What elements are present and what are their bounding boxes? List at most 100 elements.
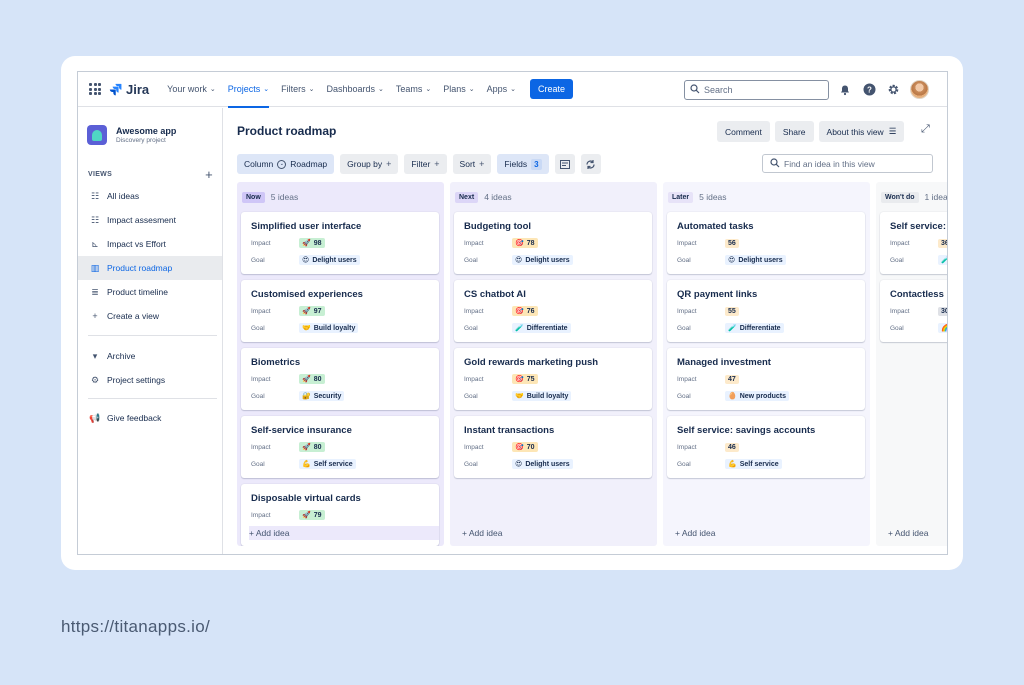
menu-lines-icon: ☰ — [888, 126, 897, 136]
nav-item-apps[interactable]: Apps ⌄ — [487, 72, 516, 107]
column-idea-count: 4 ideas — [484, 192, 512, 202]
refresh-icon[interactable] — [580, 154, 601, 174]
add-view-plus-icon[interactable]: + — [205, 167, 213, 182]
idea-card[interactable]: Automated tasks Impact 56 Goal 😍 Delight user… — [667, 212, 865, 274]
idea-card[interactable]: CS chatbot AI Impact 🎯 76 Goal 🧪 Differentiate — [454, 280, 652, 342]
search-icon — [770, 158, 780, 168]
sidebar-item-archive[interactable]: ▾ Archive — [78, 344, 222, 368]
idea-card[interactable]: Biometrics Impact 🚀 80 Goal 🔐 Security — [241, 348, 439, 410]
column-selector[interactable]: Column ⌄ Roadmap — [237, 154, 335, 174]
idea-card[interactable]: Self-service insurance Impact 🚀 80 Goal 💪 Self… — [241, 416, 439, 478]
nav-item-projects[interactable]: Projects ⌄ — [227, 72, 270, 108]
impact-value: 78 — [526, 239, 535, 247]
column-idea-count: 1 idea — [924, 192, 948, 202]
project-header[interactable]: Awesome app Discovery project — [78, 108, 222, 145]
nav-item-dashboards[interactable]: Dashboards ⌄ — [326, 72, 383, 107]
help-icon[interactable]: ? — [862, 83, 876, 97]
goal-emoji-icon: 🤝 — [515, 393, 524, 400]
sidebar-item-impact-assesment[interactable]: ☷ Impact assesment — [78, 208, 222, 232]
idea-card[interactable]: Simplified user interface Impact 🚀 98 Goal 😍 D… — [241, 212, 439, 274]
goal-value: Differentiate — [526, 324, 568, 332]
plus-icon: + — [386, 159, 392, 169]
page-title: Product roadmap — [237, 124, 337, 138]
goal-label: Goal — [890, 256, 904, 264]
impact-value: 30 — [941, 307, 947, 315]
find-idea-input[interactable]: Find an idea in this view — [762, 154, 933, 173]
sidebar-item-product-timeline[interactable]: ≣ Product timeline — [78, 280, 222, 304]
chevron-down-icon: ⌄ — [209, 86, 216, 93]
views-list: ☷ All ideas ☷ Impact assesment ⊾ Impact vs Ef… — [78, 184, 222, 328]
goal-label: Goal — [464, 392, 478, 400]
comment-button[interactable]: Comment — [717, 121, 770, 142]
idea-card[interactable]: Gold rewards marketing push Impact 🎯 75 Goal… — [454, 348, 652, 410]
idea-card[interactable]: Contactless Impact 30 Goal 🌈 — [880, 280, 947, 342]
add-idea-button[interactable]: + Add idea — [249, 526, 439, 540]
share-button[interactable]: Share — [774, 121, 814, 142]
goal-emoji-icon: 🔐 — [302, 393, 311, 400]
user-avatar[interactable] — [910, 80, 929, 99]
nav-item-label: Projects — [227, 84, 261, 94]
sort-button[interactable]: Sort + — [452, 154, 492, 174]
fields-button[interactable]: Fields 3 — [497, 154, 549, 174]
idea-card[interactable]: Self service: savings accounts Impact 46 Go… — [667, 416, 865, 478]
goal-label: Goal — [464, 460, 478, 468]
search-input[interactable]: Search — [684, 80, 829, 100]
goal-field: Goal 🌈 — [890, 322, 947, 334]
idea-card[interactable]: Instant transactions Impact 🎯 70 Goal 😍 Deligh… — [454, 416, 652, 478]
nav-item-plans[interactable]: Plans ⌄ — [443, 72, 474, 107]
impact-value-badge: 🚀 80 — [299, 442, 325, 452]
plus-icon: + — [249, 528, 256, 538]
column-idea-count: 5 ideas — [699, 192, 727, 202]
jira-logo[interactable]: Jira — [109, 82, 149, 97]
about-view-button[interactable]: About this view ☰ — [818, 121, 905, 142]
add-idea-button[interactable]: + Add idea — [888, 526, 947, 540]
nav-item-your-work[interactable]: Your work ⌄ — [167, 72, 216, 107]
goal-value: Delight users — [738, 256, 783, 264]
sidebar-item-impact-vs-effort[interactable]: ⊾ Impact vs Effort — [78, 232, 222, 256]
goal-value: Differentiate — [739, 324, 781, 332]
sidebar-item-create-a-view[interactable]: + Create a view — [78, 304, 222, 328]
goal-emoji-icon: 🤝 — [302, 325, 311, 332]
fields-label: Fields — [504, 159, 528, 169]
impact-value: 56 — [728, 239, 736, 247]
goal-label: Goal — [251, 256, 265, 264]
impact-emoji-icon: 🎯 — [515, 240, 524, 247]
card-layout-icon[interactable] — [554, 154, 575, 174]
settings-gear-icon[interactable] — [886, 83, 900, 97]
column-label: Column — [244, 159, 274, 169]
sidebar-item-product-roadmap[interactable]: ▥ Product roadmap — [78, 256, 222, 280]
goal-badge: 😍 Delight users — [512, 255, 573, 265]
idea-card[interactable]: QR payment links Impact 55 Goal 🧪 Differentia… — [667, 280, 865, 342]
sidebar-item-label: Product timeline — [107, 287, 168, 297]
filter-button[interactable]: Filter + — [404, 154, 447, 174]
expand-icon[interactable]: ⤢ — [921, 123, 930, 135]
goal-field: Goal 💪 Self service — [251, 458, 429, 470]
group-by-button[interactable]: Group by + — [340, 154, 399, 174]
nav-item-filters[interactable]: Filters ⌄ — [281, 72, 314, 107]
impact-field: Impact 🚀 79 — [251, 509, 429, 521]
idea-card[interactable]: Customised experiences Impact 🚀 97 Goal 🤝 Buil… — [241, 280, 439, 342]
impact-field: Impact 🎯 75 — [464, 373, 642, 385]
goal-emoji-icon: 🌈 — [941, 324, 947, 332]
goal-value: Build loyalty — [313, 324, 356, 332]
notifications-icon[interactable] — [838, 83, 852, 97]
sidebar-item-project-settings[interactable]: ⚙ Project settings — [78, 368, 222, 392]
impact-field: Impact 🎯 76 — [464, 305, 642, 317]
idea-card[interactable]: Budgeting tool Impact 🎯 78 Goal 😍 Delight user… — [454, 212, 652, 274]
create-button[interactable]: Create — [530, 79, 574, 99]
impact-field: Impact 🎯 70 — [464, 441, 642, 453]
sort-label: Sort — [459, 159, 476, 169]
project-name: Awesome app — [116, 126, 177, 136]
idea-card[interactable]: Self service: Impact 36 Goal 🧪 — [880, 212, 947, 274]
idea-card[interactable]: Managed investment Impact 47 Goal 🥚 New produ… — [667, 348, 865, 410]
sidebar-item-give-feedback[interactable]: 📢 Give feedback — [78, 406, 222, 430]
nav-item-teams[interactable]: Teams ⌄ — [396, 72, 431, 107]
add-idea-button[interactable]: + Add idea — [675, 526, 865, 540]
app-switcher-icon[interactable] — [89, 83, 101, 95]
add-idea-button[interactable]: + Add idea — [462, 526, 652, 540]
view-toolbar: Column ⌄ Roadmap Group by + Filter + Sort +… — [237, 154, 601, 174]
impact-emoji-icon: 🚀 — [302, 512, 311, 519]
sidebar-item-all-ideas[interactable]: ☷ All ideas — [78, 184, 222, 208]
goal-badge: 🔐 Security — [299, 391, 345, 401]
idea-title: Self service: — [890, 221, 946, 232]
